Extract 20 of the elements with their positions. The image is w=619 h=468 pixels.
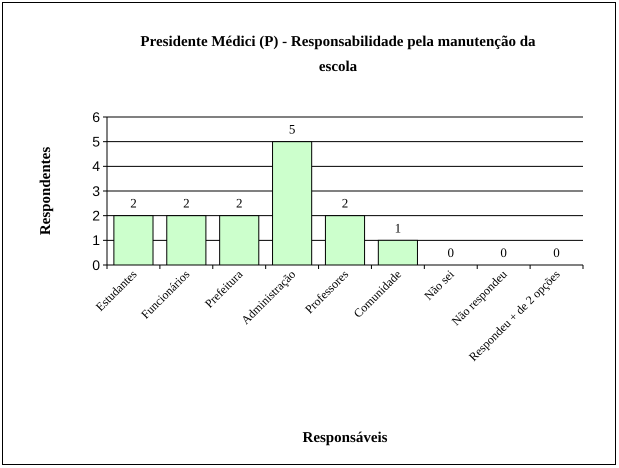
y-tick-label: 6 [92, 108, 100, 125]
data-label: 2 [130, 196, 137, 211]
data-label: 0 [553, 245, 560, 260]
y-tick-label: 2 [92, 208, 100, 224]
y-axis-title: Respondentes [38, 146, 54, 236]
y-tick-label: 3 [92, 182, 100, 199]
x-axis-title: Responsáveis [302, 430, 388, 446]
data-label: 1 [394, 220, 402, 236]
y-tick-label: 5 [92, 134, 100, 150]
data-label: 0 [448, 245, 454, 260]
data-label: 0 [500, 245, 507, 260]
data-label: 5 [288, 122, 296, 137]
data-label: 2 [183, 196, 190, 211]
y-tick-label: 4 [92, 158, 100, 174]
data-label: 2 [342, 196, 348, 211]
y-tick-label: 0 [92, 256, 100, 273]
data-label: 2 [236, 196, 242, 211]
chart-title: Presidente Médici (P) - Responsabilidade pela manutenção da escola [140, 34, 536, 75]
y-tick-label: 1 [92, 232, 100, 248]
x-tick-label: Não sei [421, 266, 458, 303]
